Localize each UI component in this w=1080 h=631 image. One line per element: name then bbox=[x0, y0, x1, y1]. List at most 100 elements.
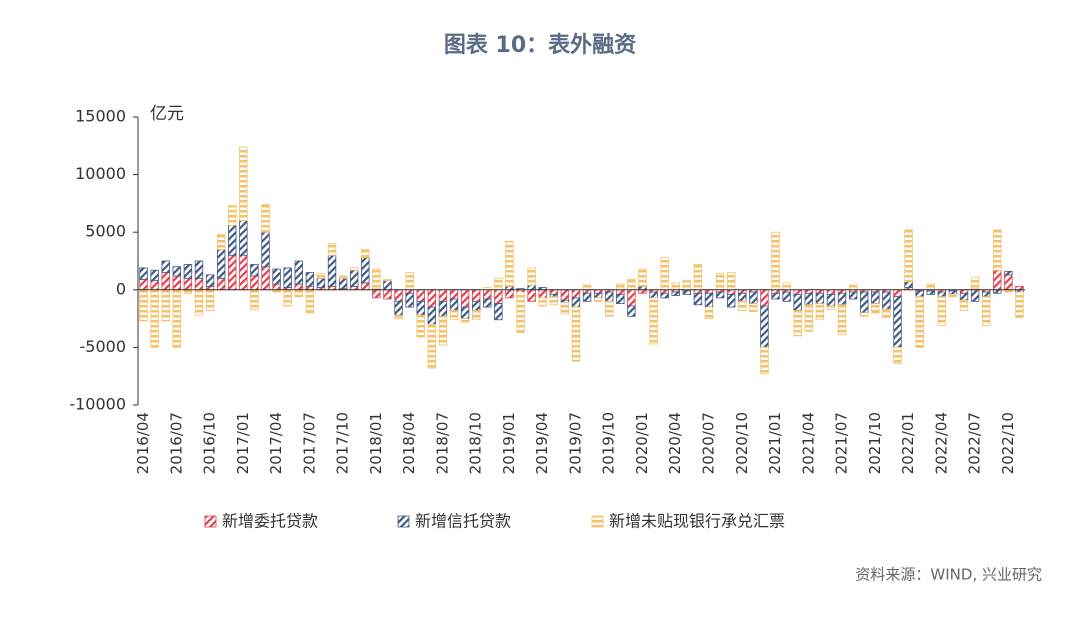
bar bbox=[793, 289, 802, 295]
bar bbox=[150, 269, 159, 281]
bar bbox=[361, 282, 370, 291]
bar bbox=[161, 260, 170, 273]
source-note: 资料来源：WIND, 兴业研究 bbox=[855, 566, 1042, 584]
bar bbox=[527, 289, 536, 302]
bar bbox=[616, 289, 625, 295]
bar bbox=[438, 315, 448, 346]
bar bbox=[516, 291, 525, 333]
bar bbox=[826, 289, 836, 295]
x-tick-label: 2017/01 bbox=[234, 412, 252, 474]
x-tick-label: 2021/10 bbox=[866, 412, 884, 474]
bar bbox=[605, 300, 614, 317]
bar bbox=[250, 289, 259, 310]
bar bbox=[194, 277, 204, 291]
bar bbox=[338, 275, 348, 279]
bar bbox=[860, 312, 869, 317]
bar bbox=[261, 231, 270, 268]
bar bbox=[649, 297, 658, 345]
bar bbox=[372, 289, 381, 299]
bar bbox=[471, 300, 481, 311]
bar bbox=[627, 305, 636, 317]
bar bbox=[327, 285, 337, 291]
bar bbox=[970, 276, 980, 290]
bar bbox=[660, 289, 669, 294]
bar bbox=[926, 290, 935, 295]
bar bbox=[848, 291, 858, 300]
bar bbox=[549, 296, 558, 306]
bar bbox=[826, 305, 836, 310]
legend-swatch bbox=[397, 515, 410, 528]
bar bbox=[216, 249, 226, 279]
bar bbox=[993, 229, 1002, 271]
bar bbox=[749, 291, 758, 305]
bar bbox=[139, 289, 148, 322]
bar bbox=[471, 310, 481, 321]
bar bbox=[272, 268, 281, 285]
bar bbox=[837, 289, 847, 294]
legend-label: 新增未贴现银行承兑汇票 bbox=[609, 512, 785, 531]
bar bbox=[993, 269, 1002, 291]
bar bbox=[305, 285, 315, 291]
bar bbox=[638, 285, 647, 291]
bar bbox=[627, 289, 636, 307]
x-tick-label: 2020/10 bbox=[733, 412, 751, 474]
bar bbox=[893, 296, 902, 348]
bar bbox=[350, 267, 359, 271]
bar bbox=[427, 323, 437, 369]
bar bbox=[937, 296, 947, 326]
x-tick-label: 2021/07 bbox=[833, 412, 851, 474]
bar bbox=[904, 229, 913, 283]
bar bbox=[959, 292, 969, 301]
bar bbox=[294, 289, 303, 298]
bar bbox=[837, 304, 847, 336]
x-tick-label: 2021/01 bbox=[766, 412, 784, 474]
y-unit: 亿元 bbox=[150, 104, 184, 124]
x-tick-label: 2022/04 bbox=[932, 412, 950, 474]
bar bbox=[494, 303, 503, 321]
bar bbox=[183, 264, 193, 279]
bar bbox=[438, 289, 448, 302]
bar bbox=[305, 289, 315, 314]
bar bbox=[760, 305, 769, 348]
bar bbox=[782, 291, 791, 302]
bar bbox=[228, 254, 237, 291]
bar bbox=[582, 292, 592, 302]
bar bbox=[350, 269, 359, 287]
bar bbox=[361, 257, 370, 284]
bar bbox=[771, 231, 780, 291]
bar bbox=[205, 289, 215, 311]
bar bbox=[627, 279, 636, 291]
x-tick-label: 2020/04 bbox=[666, 412, 684, 474]
x-tick-label: 2022/10 bbox=[999, 412, 1017, 474]
bar bbox=[316, 273, 326, 279]
bar bbox=[172, 266, 182, 277]
bar bbox=[826, 294, 836, 307]
bar bbox=[649, 291, 658, 299]
legend-label: 新增信托贷款 bbox=[415, 512, 511, 531]
bar bbox=[283, 267, 292, 288]
bar bbox=[882, 291, 891, 310]
bar bbox=[638, 289, 647, 294]
chart-title: 图表 10：表外融资 bbox=[444, 32, 636, 58]
bar bbox=[582, 289, 592, 294]
bar bbox=[383, 289, 392, 300]
bar bbox=[394, 289, 403, 302]
bar bbox=[926, 283, 935, 291]
bar bbox=[460, 289, 470, 308]
bar bbox=[981, 296, 991, 326]
y-tick-label: 5000 bbox=[85, 222, 126, 241]
bar bbox=[882, 308, 891, 318]
bar bbox=[316, 277, 326, 288]
bar bbox=[848, 284, 858, 291]
bar bbox=[139, 267, 148, 280]
bar bbox=[505, 289, 514, 299]
bar bbox=[760, 289, 769, 307]
bar bbox=[527, 284, 536, 291]
bar bbox=[239, 254, 248, 291]
bar bbox=[970, 289, 980, 302]
bar bbox=[405, 292, 414, 308]
bar bbox=[427, 306, 437, 325]
bar bbox=[172, 289, 182, 348]
bar bbox=[571, 297, 581, 308]
bar bbox=[660, 257, 669, 291]
